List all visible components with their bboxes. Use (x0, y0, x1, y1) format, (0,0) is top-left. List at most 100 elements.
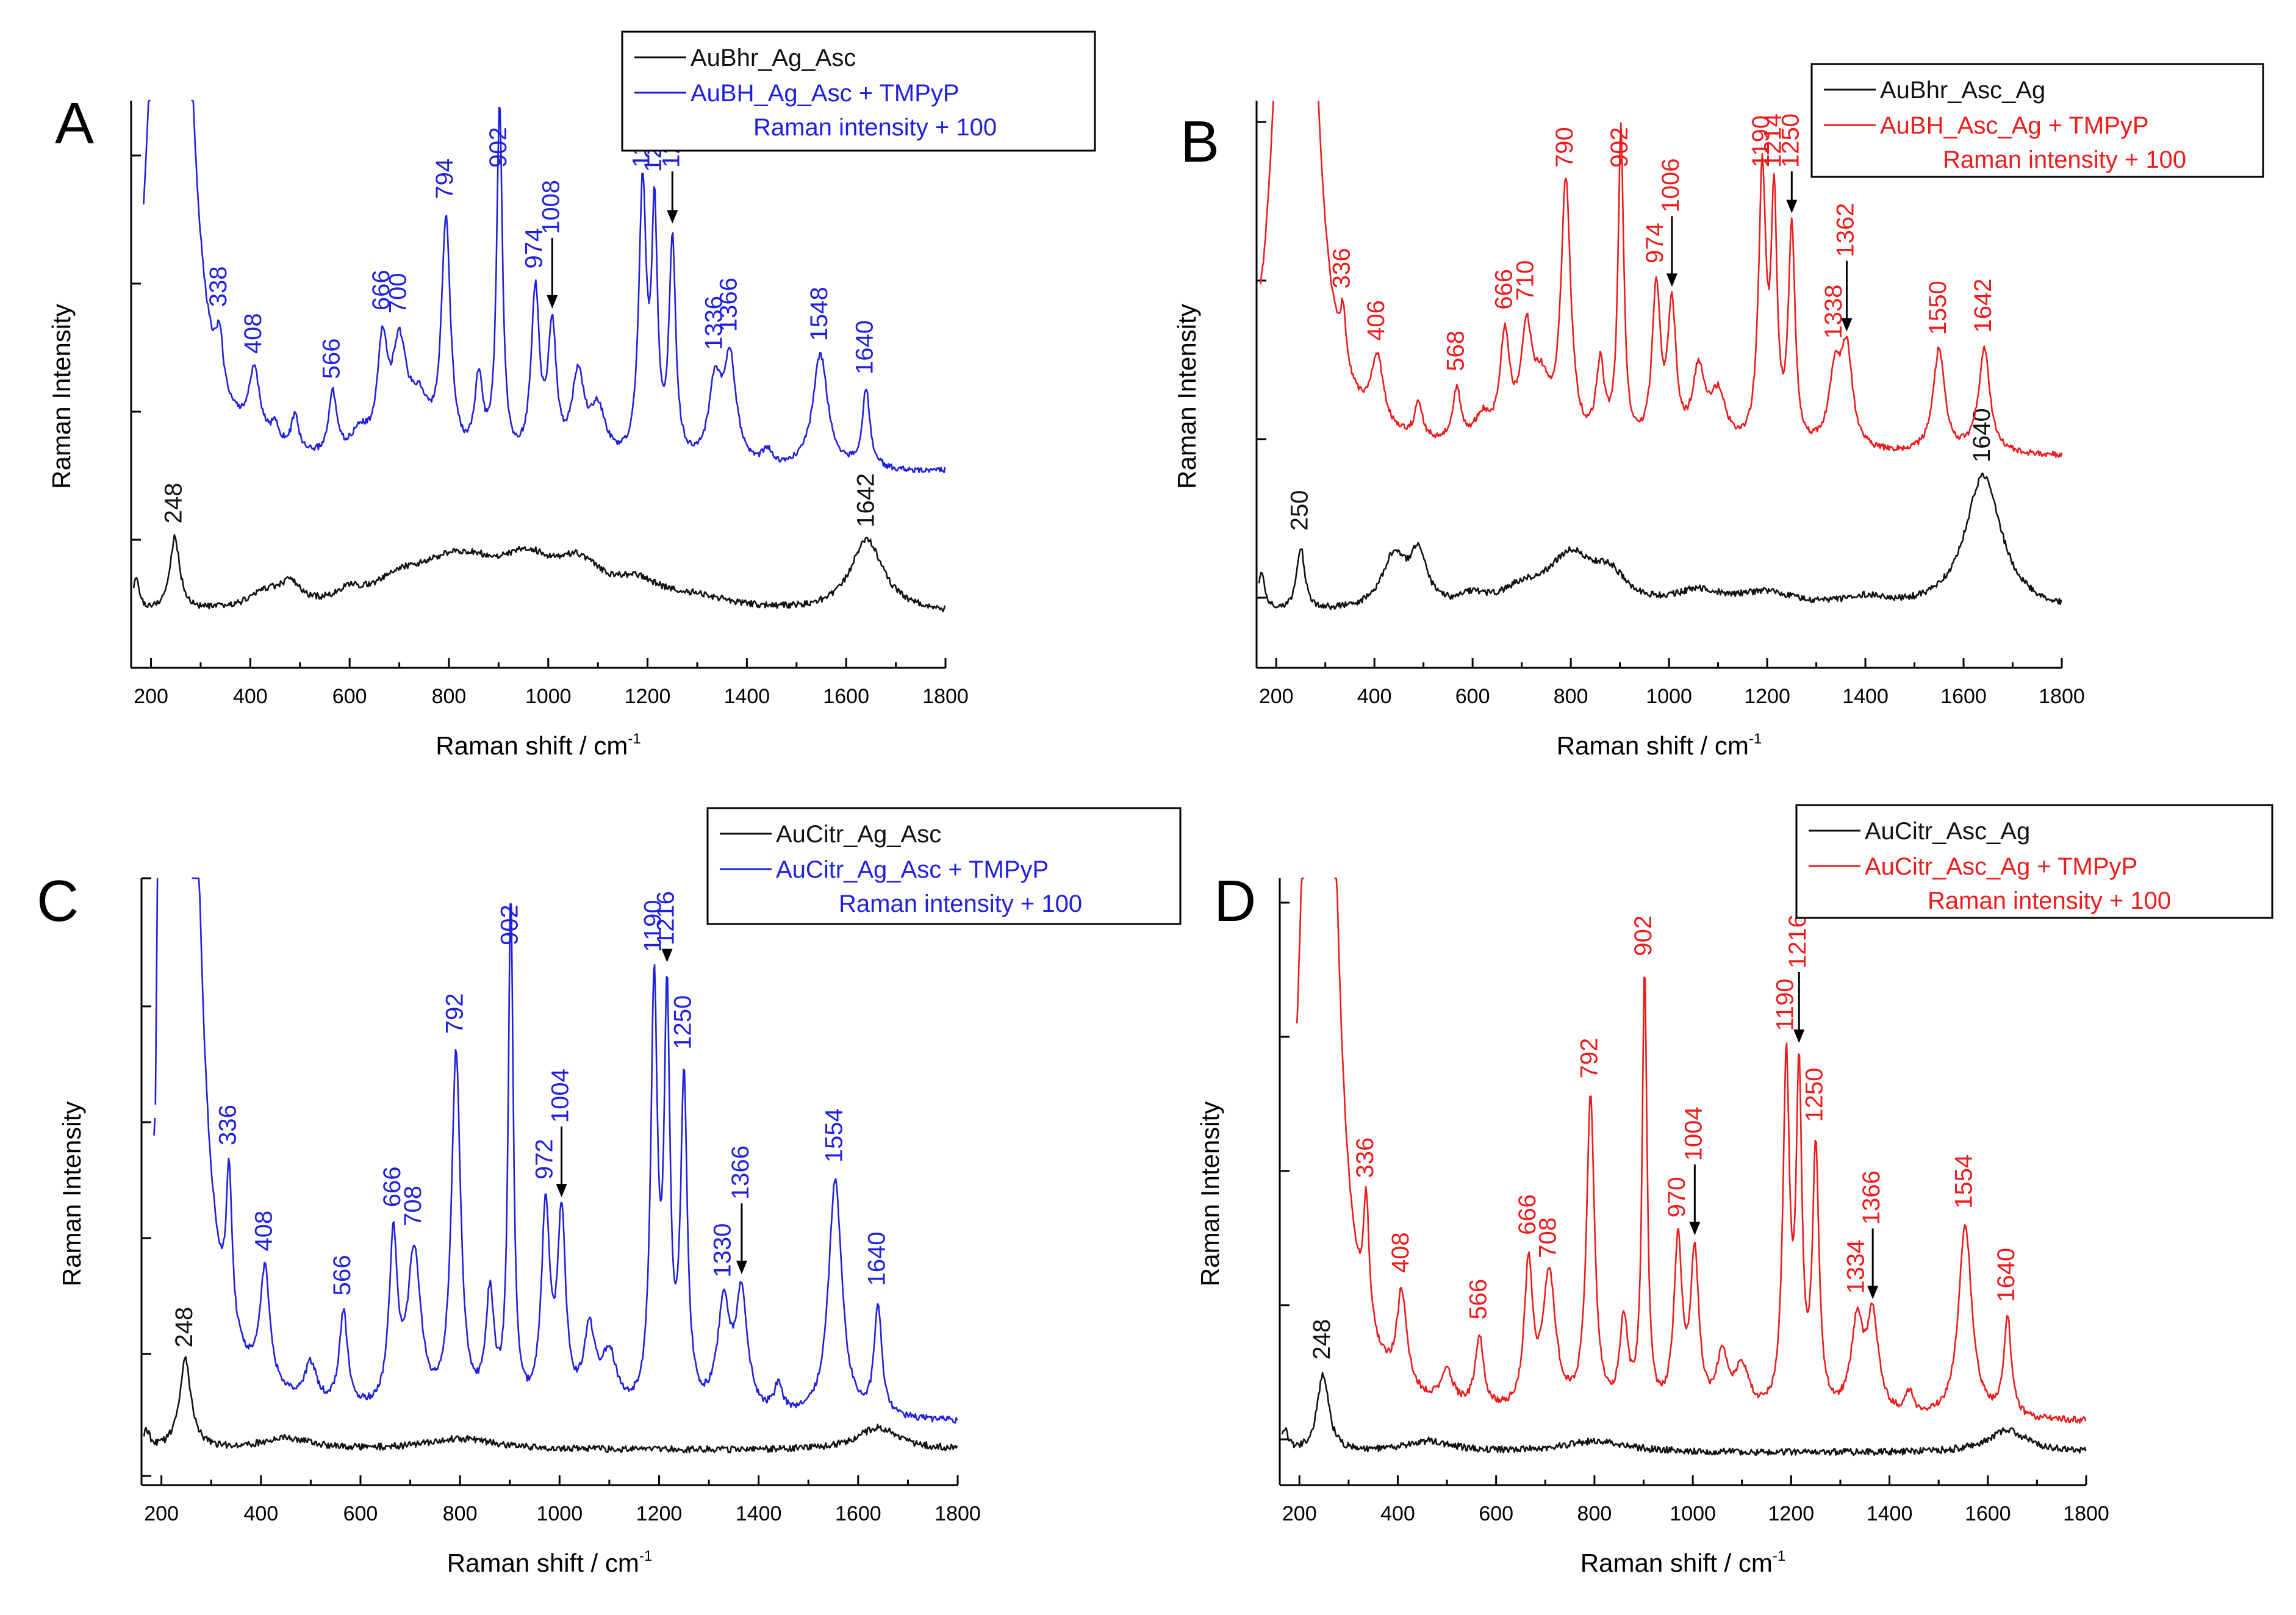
legend-entry: AuBhr_Asc_Ag (1880, 77, 2045, 104)
x-tick-label: 1000 (1670, 1502, 1716, 1525)
panel-A: A 200 400 600 800 1000 1200 1400 1600 1800 Raman s… (47, 30, 1096, 760)
series-line-black (1258, 472, 2062, 611)
peak-label: 902 (485, 127, 512, 168)
x-tick-label: 600 (1455, 685, 1490, 708)
legend-box (621, 30, 1096, 152)
peak-arrowhead (1841, 318, 1853, 332)
legend-note: Raman intensity + 100 (839, 890, 1082, 917)
x-tick-label: 800 (432, 685, 467, 708)
legend-box (1795, 804, 2273, 919)
legend: AuBhr_Ag_Asc AuBH_Ag_Asc + TMPyP Raman int… (621, 30, 1096, 152)
peak-label: 1250 (669, 995, 696, 1050)
legend-entry: AuBH_Asc_Ag + TMPyP (1880, 112, 2149, 139)
peak-label: 1330 (709, 1223, 736, 1278)
x-tick-label: 800 (443, 1502, 478, 1525)
series-line-red (1260, 100, 2063, 458)
legend-note: Raman intensity + 100 (753, 114, 997, 141)
peak-label: 1336 (700, 296, 727, 350)
x-tick-label: 200 (144, 1502, 179, 1525)
peak-label: 248 (1308, 1319, 1335, 1360)
peak-label: 1190 (1771, 979, 1798, 1031)
peak-label: 408 (240, 313, 267, 354)
peak-arrowhead (667, 210, 678, 224)
peak-label: 792 (442, 993, 468, 1034)
x-tick-label: 1600 (823, 685, 869, 708)
peak-label: 336 (1352, 1137, 1379, 1178)
legend: AuCitr_Ag_Asc AuCitr_Ag_Asc + TMPyP Raman … (706, 807, 1182, 925)
peak-label: 1004 (547, 1069, 574, 1123)
peak-arrowhead (661, 948, 673, 962)
legend-entry: AuCitr_Ag_Asc + TMPyP (776, 856, 1049, 883)
peak-label: 1362 (1832, 203, 1859, 257)
peak-label: 1366 (1858, 1170, 1885, 1225)
peak-arrowhead (1793, 1029, 1805, 1043)
x-tick-label: 400 (1380, 1502, 1415, 1525)
peak-label: 1008 (537, 180, 564, 234)
peak-label: 1550 (1925, 281, 1951, 335)
peak-label: 566 (1465, 1279, 1491, 1320)
legend-box (706, 807, 1182, 925)
legend-entry: AuBhr_Ag_Asc (691, 45, 856, 71)
x-tick-label: 600 (1479, 1502, 1513, 1525)
series-line-black (143, 1356, 958, 1453)
y-axis-title: Raman Intensity (57, 1101, 86, 1286)
x-tick-label: 1000 (1646, 685, 1692, 708)
peak-label: 974 (1641, 223, 1668, 263)
legend-entry: AuCitr_Asc_Ag (1865, 818, 2030, 845)
peak-label: 1216 (1784, 914, 1811, 969)
peak-label: 1214 (1759, 113, 1786, 168)
x-tick-label: 200 (134, 685, 168, 708)
x-tick-label: 1000 (536, 1502, 583, 1525)
x-tick-label: 1000 (525, 685, 572, 708)
peak-label: 1640 (863, 1231, 890, 1286)
x-tick-label: 1800 (935, 1502, 981, 1525)
peak-label: 1190 (1748, 115, 1774, 168)
x-tick-label: 1400 (724, 685, 770, 708)
y-axis-title: Raman Intensity (1196, 1101, 1224, 1286)
peak-label: 1640 (1993, 1248, 2020, 1302)
peak-label: 336 (1329, 248, 1355, 289)
peak-label: 902 (496, 904, 523, 945)
x-tick-label: 1400 (736, 1502, 782, 1525)
peak-label: 902 (1606, 127, 1633, 168)
panel-letter: D (1214, 868, 1256, 934)
legend-note: Raman intensity + 100 (1928, 887, 2171, 914)
legend-box (1810, 63, 2264, 178)
peak-label: 666 (1514, 1194, 1541, 1235)
peak-label: 1554 (820, 1108, 847, 1162)
peak-label: 1216 (653, 891, 680, 945)
panel-C: C 200 400 600 800 1000 1200 1400 1600 1800 Raman s… (37, 807, 1182, 1577)
peak-label: 1366 (716, 278, 742, 332)
peak-label: 1250 (1777, 113, 1804, 168)
peak-label: 708 (1535, 1217, 1562, 1258)
series-line-black (1281, 1372, 2087, 1456)
x-tick-label: 800 (1554, 685, 1588, 708)
peak-label: 248 (171, 1307, 198, 1348)
x-tick-label: 400 (243, 1502, 278, 1525)
legend-entry: AuBH_Ag_Asc + TMPyP (691, 80, 960, 107)
peak-label: 902 (1630, 915, 1657, 956)
peak-label: 1554 (1951, 1155, 1978, 1209)
x-tick-label: 1200 (1768, 1502, 1815, 1525)
peak-arrowhead (556, 1184, 567, 1198)
peak-label: 700 (385, 273, 412, 313)
panel-letter: B (1180, 109, 1219, 174)
peak-arrowhead (1666, 273, 1677, 287)
x-tick-label: 400 (1357, 685, 1392, 708)
peak-label: 568 (1442, 331, 1469, 371)
x-axis-title: Raman shift / cm-1 (447, 1548, 652, 1577)
peak-label: 1338 (1820, 285, 1847, 339)
x-tick-label: 1800 (2039, 685, 2085, 708)
x-axis-title: Raman shift / cm-1 (1557, 731, 1762, 760)
peak-label: 406 (1363, 300, 1390, 341)
x-tick-label: 600 (332, 685, 367, 708)
peak-label: 1334 (1842, 1240, 1869, 1294)
peak-label: 336 (215, 1105, 242, 1145)
peak-label: 792 (1576, 1038, 1602, 1079)
series-line-blue (143, 99, 946, 473)
panel-letter: A (55, 91, 94, 156)
peak-label: 1642 (1970, 279, 1996, 333)
peak-label: 1006 (1657, 158, 1684, 212)
peak-arrowhead (1689, 1222, 1701, 1236)
x-tick-label: 1600 (1965, 1502, 2011, 1525)
